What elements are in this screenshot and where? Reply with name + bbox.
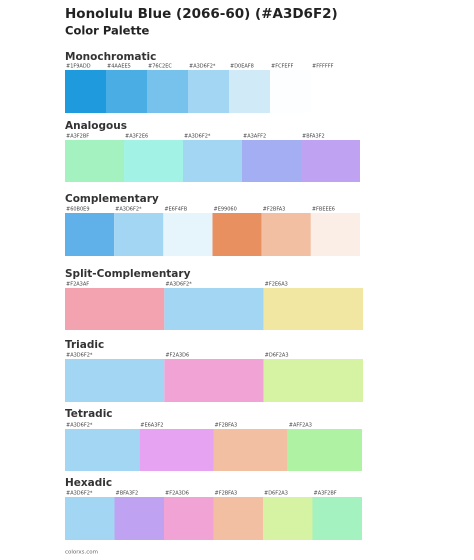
swatch-label: #A3F2BF <box>314 491 337 497</box>
swatch <box>164 288 264 330</box>
swatch-label: #A3F2E6 <box>125 134 148 140</box>
section-title: Monochromatic <box>65 51 156 63</box>
swatch-label: #4AAEE5 <box>107 64 131 70</box>
swatch <box>164 359 264 402</box>
swatch-label: #1F9ADD <box>66 64 91 70</box>
swatch-label: #FCFEFF <box>271 64 293 70</box>
swatch-label: #BFA3F2 <box>116 491 139 497</box>
swatch-label: #A3D6F2* <box>115 207 142 213</box>
swatch <box>310 213 360 256</box>
swatch <box>263 288 363 330</box>
swatch <box>65 288 165 330</box>
swatch-label: #BFA3F2 <box>302 134 325 140</box>
swatch-label: #A3D6F2* <box>165 282 192 288</box>
swatch <box>261 213 311 256</box>
section-title: Complementary <box>65 193 159 205</box>
swatch <box>106 70 147 113</box>
swatch <box>263 497 313 540</box>
swatch-label: #D6F2A3 <box>265 353 289 359</box>
swatch <box>287 429 362 471</box>
swatch-label: #F2BFA3 <box>263 207 286 213</box>
swatch <box>65 359 165 402</box>
section-title: Hexadic <box>65 477 112 489</box>
swatch-label: #A3D6F2* <box>66 353 93 359</box>
swatch-label: #F2E6A3 <box>265 282 288 288</box>
swatch <box>311 70 352 113</box>
swatch <box>212 213 262 256</box>
section-title: Triadic <box>65 339 104 351</box>
page-title: Honolulu Blue (2066-60) (#A3D6F2) <box>65 6 338 22</box>
swatch-label: #A3D6F2* <box>189 64 216 70</box>
swatch-label: #A3D6F2* <box>66 491 93 497</box>
swatch-label: #FFFFFF <box>312 64 334 70</box>
section-title: Tetradic <box>65 408 113 420</box>
swatch-label: #A3AFF2 <box>243 134 266 140</box>
swatch <box>242 140 301 182</box>
swatch <box>65 70 106 113</box>
swatch-label: #F2A3AF <box>66 282 89 288</box>
swatch <box>213 429 288 471</box>
swatch <box>114 497 164 540</box>
section-title: Split-Complementary <box>65 268 191 280</box>
page-subtitle: Color Palette <box>65 24 149 38</box>
swatch-label: #D0EAF8 <box>230 64 254 70</box>
swatch <box>229 70 270 113</box>
section-title: Analogous <box>65 120 127 132</box>
swatch <box>263 359 363 402</box>
swatch-label: #F2A3D6 <box>165 491 189 497</box>
swatch-label: #F2BFA3 <box>215 491 238 497</box>
swatch <box>188 70 229 113</box>
swatch <box>312 497 362 540</box>
swatch-label: #D6F2A3 <box>264 491 288 497</box>
swatch-label: #E6A3F2 <box>140 423 163 429</box>
swatch <box>163 213 213 256</box>
swatch <box>114 213 164 256</box>
swatch-label: #A3D6F2* <box>66 423 93 429</box>
swatch-label: #60B0E9 <box>66 207 90 213</box>
swatch-label: #F2A3D6 <box>165 353 189 359</box>
swatch <box>124 140 183 182</box>
footer: colorxs.com <box>65 550 98 556</box>
swatch <box>65 429 140 471</box>
swatch-label: #AFF2A3 <box>289 423 312 429</box>
swatch <box>65 140 124 182</box>
swatch <box>65 213 115 256</box>
swatch-label: #A3D6F2* <box>184 134 211 140</box>
swatch-label: #E99060 <box>214 207 237 213</box>
swatch <box>164 497 214 540</box>
swatch-label: #76C2EC <box>148 64 172 70</box>
swatch-label: #A3F2BF <box>66 134 89 140</box>
swatch <box>301 140 360 182</box>
swatch <box>270 70 311 113</box>
swatch-label: #F2BFA3 <box>215 423 238 429</box>
swatch-label: #E6F4FB <box>164 207 187 213</box>
swatch <box>213 497 263 540</box>
swatch <box>147 70 188 113</box>
swatch-label: #FBEEE6 <box>312 207 335 213</box>
swatch <box>183 140 242 182</box>
swatch <box>139 429 214 471</box>
swatch <box>65 497 115 540</box>
